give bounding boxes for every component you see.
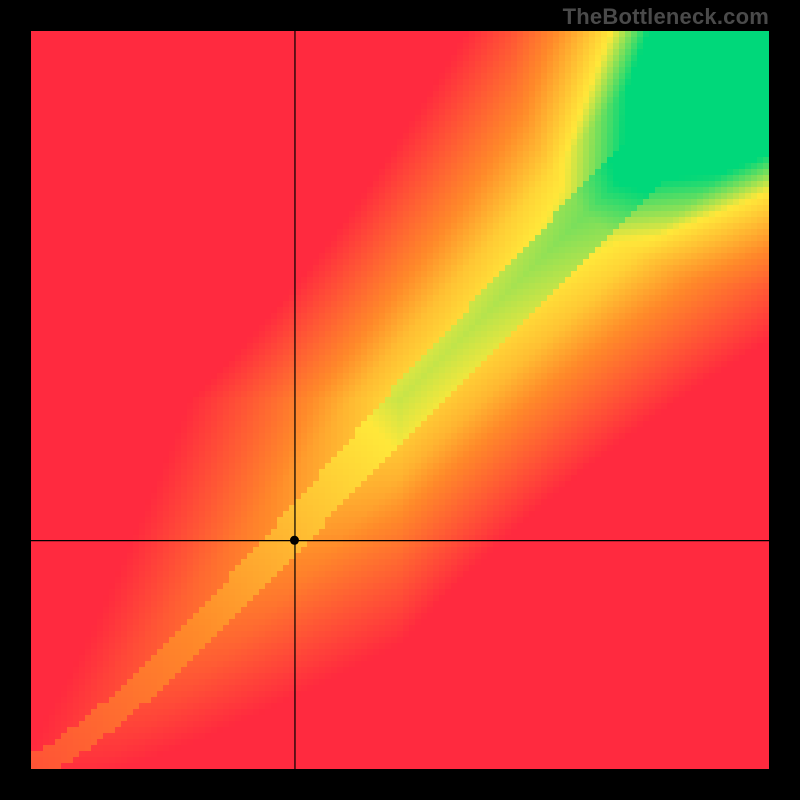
overlay-canvas [0,0,800,800]
watermark-text: TheBottleneck.com [563,4,769,30]
chart-stage: TheBottleneck.com [0,0,800,800]
